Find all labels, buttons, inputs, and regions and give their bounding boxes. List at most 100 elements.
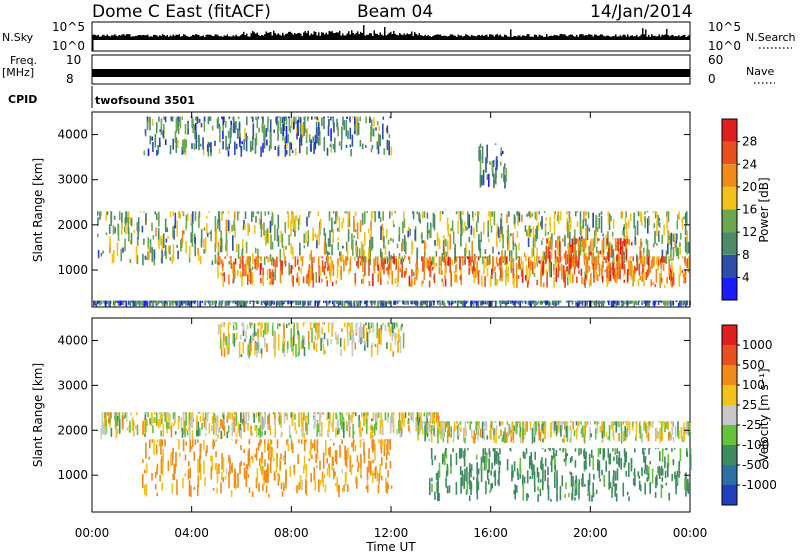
data-cell [644, 469, 646, 475]
data-cell [191, 221, 194, 234]
data-cell [531, 463, 534, 479]
data-cell [263, 124, 266, 136]
nsky-bar [304, 31, 306, 40]
data-cell [445, 448, 447, 457]
data-cell [678, 211, 680, 220]
data-cell [326, 458, 328, 464]
nsky-bar [373, 30, 375, 40]
data-cell [308, 211, 311, 215]
data-cell [235, 243, 238, 253]
data-cell [189, 439, 191, 453]
data-cell [454, 300, 456, 304]
data-cell [275, 300, 278, 307]
data-cell [649, 300, 651, 302]
data-cell [285, 469, 287, 483]
data-cell [328, 300, 331, 304]
data-cell [363, 415, 365, 427]
data-cell [613, 456, 615, 461]
data-cell [243, 139, 245, 150]
data-cell [177, 416, 180, 430]
data-cell [575, 238, 577, 245]
data-cell [204, 476, 206, 486]
nsky-bar [646, 36, 648, 40]
data-cell [550, 455, 553, 473]
data-cell [639, 276, 642, 280]
data-cell [443, 300, 445, 306]
data-cell [322, 343, 325, 349]
data-cell [477, 270, 480, 285]
data-cell [576, 276, 578, 283]
data-cell [285, 476, 287, 489]
data-cell [364, 256, 366, 264]
data-cell [245, 262, 248, 277]
data-cell [182, 230, 185, 235]
nsky-bar [502, 36, 504, 40]
data-cell [547, 466, 549, 476]
data-cell [172, 448, 174, 453]
data-cell [379, 300, 382, 307]
data-cell [315, 343, 318, 353]
data-cell [466, 481, 469, 494]
nsky-bar [247, 36, 249, 40]
data-cell [593, 264, 595, 278]
data-cell [278, 474, 281, 482]
data-cell [572, 421, 574, 430]
data-cell [242, 256, 244, 270]
data-cell [518, 212, 521, 222]
data-cell [98, 300, 101, 306]
data-cell [528, 455, 531, 469]
nsky-bar [586, 35, 588, 40]
data-cell [186, 212, 189, 221]
data-cell [580, 268, 583, 276]
data-cell [568, 493, 570, 498]
nsky-bar [537, 36, 539, 40]
data-cell [154, 211, 156, 215]
data-cell [496, 448, 499, 450]
data-cell [605, 460, 607, 472]
data-cell [264, 413, 266, 425]
data-cell [497, 228, 500, 238]
data-cell [594, 264, 597, 278]
data-cell [221, 453, 223, 470]
data-cell [366, 332, 369, 348]
data-cell [591, 265, 594, 270]
data-cell [388, 322, 390, 332]
data-cell [383, 235, 385, 249]
data-cell [483, 258, 485, 275]
data-cell [576, 300, 579, 303]
data-cell [185, 428, 188, 432]
power-data [92, 116, 691, 307]
data-cell [271, 269, 274, 277]
data-cell [549, 448, 551, 451]
data-cell [611, 432, 614, 436]
data-cell [334, 137, 336, 153]
data-cell [227, 417, 230, 421]
data-cell [230, 262, 233, 269]
nsky-bar [316, 35, 318, 40]
data-cell [318, 418, 321, 435]
data-cell [535, 228, 537, 242]
data-cell [178, 211, 180, 218]
data-cell [214, 216, 217, 232]
data-cell [486, 267, 489, 277]
data-cell [147, 412, 149, 418]
data-cell [416, 211, 418, 215]
nsky-bar [631, 35, 633, 40]
data-cell [644, 448, 646, 450]
beam-label: Beam 04 [357, 2, 433, 22]
data-cell [244, 211, 247, 219]
data-cell [514, 243, 516, 247]
data-cell [598, 300, 600, 305]
data-cell [558, 215, 560, 225]
data-cell [472, 436, 474, 440]
data-cell [204, 433, 207, 436]
data-cell [383, 259, 385, 275]
data-cell [285, 246, 287, 250]
data-cell [509, 300, 512, 304]
data-cell [268, 493, 270, 498]
data-cell [316, 240, 318, 249]
data-cell [177, 139, 179, 148]
nsky-bar [369, 33, 371, 40]
data-cell [423, 211, 426, 218]
nsky-bar [118, 35, 120, 40]
